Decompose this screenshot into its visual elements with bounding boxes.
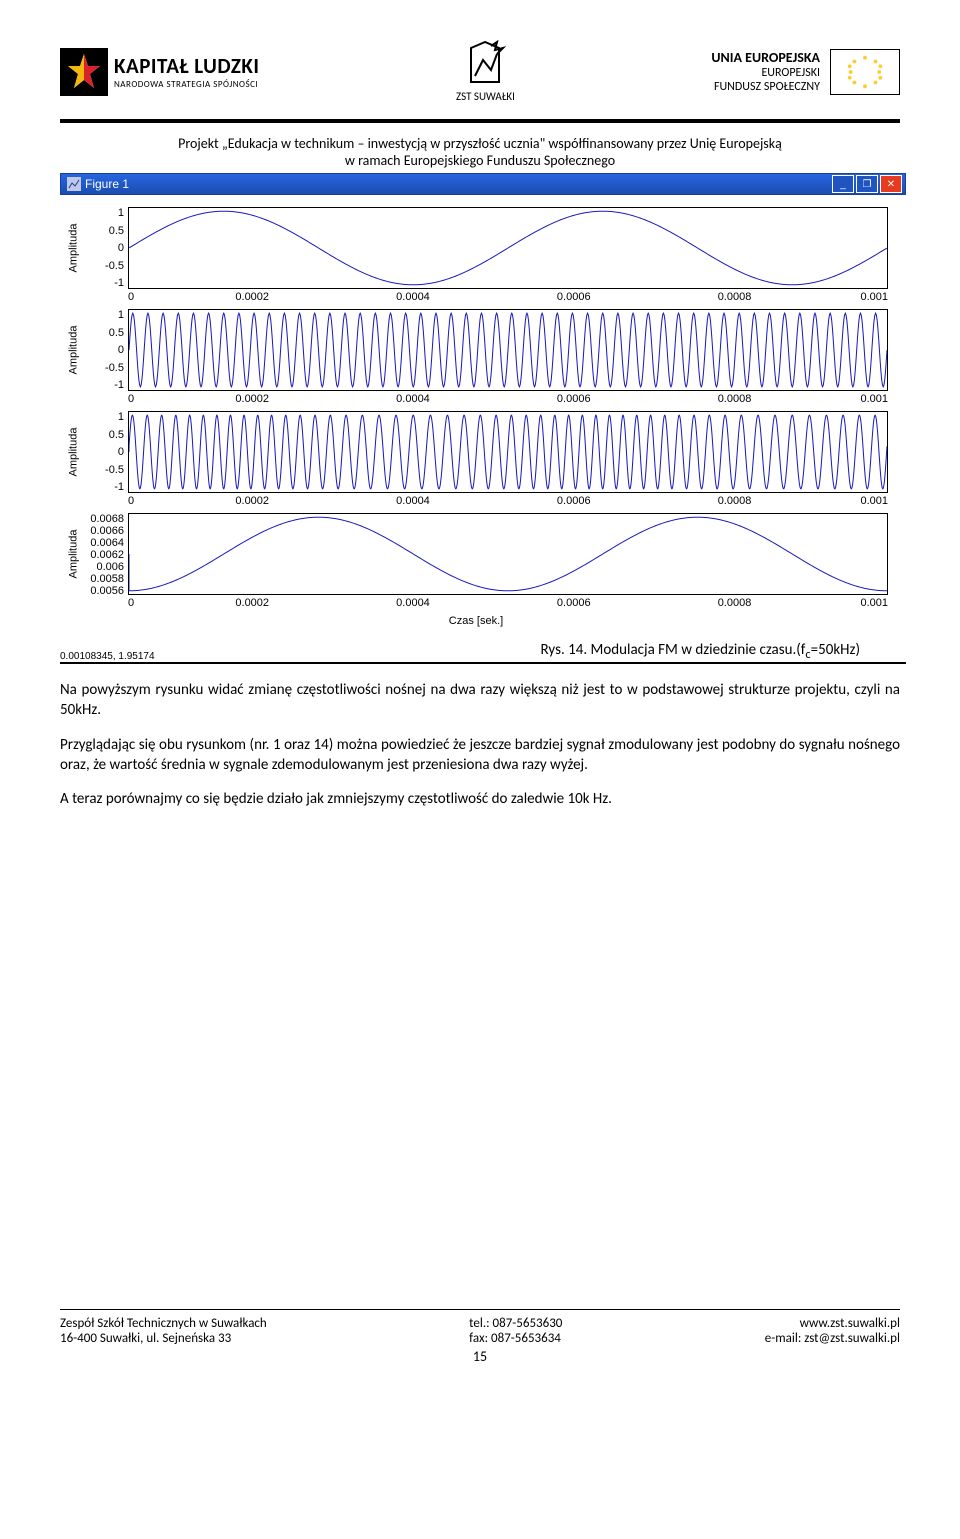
close-button[interactable]: ✕	[880, 175, 902, 193]
ylabel-2: Amplituda	[67, 326, 79, 375]
footer-addr2: 16-400 Suwałki, ul. Sejneńska 33	[60, 1331, 267, 1346]
eu-title: UNIA EUROPEJSKA	[711, 49, 820, 66]
chart-2	[128, 309, 888, 391]
header-hr-thick	[60, 119, 900, 123]
eu-sub2: FUNDUSZ SPOŁECZNY	[711, 80, 820, 94]
window-title: Figure 1	[85, 177, 129, 191]
matlab-figure-window: Figure 1 _ ❐ ✕ Amplituda 1 0.5 0 -0.5 -1…	[60, 173, 906, 635]
footer-www: www.zst.suwalki.pl	[765, 1316, 900, 1331]
footer: Zespół Szkół Technicznych w Suwałkach 16…	[60, 1316, 900, 1346]
figure-caption: Rys. 14. Modulacja FM w dziedzinie czasu…	[541, 641, 860, 662]
chart-1	[128, 207, 888, 289]
logo-zst: ZST SUWAŁKI	[456, 40, 515, 103]
plot-area: Amplituda 1 0.5 0 -0.5 -1 00.00020.00040…	[60, 195, 906, 635]
yaxis-3: 1 0.5 0 -0.5 -1	[82, 411, 128, 493]
footer-fax: fax: 087-5653634	[469, 1331, 561, 1346]
yaxis-1: 1 0.5 0 -0.5 -1	[82, 207, 128, 289]
project-title: Projekt „Edukacja w technikum – inwestyc…	[60, 135, 900, 169]
subplot-4: Amplituda 0.0068 0.0066 0.0064 0.0062 0.…	[64, 513, 888, 595]
header-logos: KAPITAŁ LUDZKI NARODOWA STRATEGIA SPÓJNO…	[60, 40, 900, 103]
xticks-1: 00.00020.00040.00060.00080.001	[128, 291, 888, 303]
xticks-3: 00.00020.00040.00060.00080.001	[128, 495, 888, 507]
caption-underline	[60, 662, 906, 664]
app-icon	[67, 177, 81, 191]
eu-sub1: EUROPEJSKI	[711, 66, 820, 80]
titlebar: Figure 1 _ ❐ ✕	[60, 173, 906, 195]
chart-3	[128, 411, 888, 493]
page-number: 15	[60, 1348, 900, 1365]
chart-4	[128, 513, 888, 595]
yaxis-4: 0.0068 0.0066 0.0064 0.0062 0.006 0.0058…	[82, 513, 128, 595]
logo-kapital-ludzki: KAPITAŁ LUDZKI NARODOWA STRATEGIA SPÓJNO…	[60, 48, 259, 96]
footer-addr1: Zespół Szkół Technicznych w Suwałkach	[60, 1316, 267, 1331]
zst-label: ZST SUWAŁKI	[456, 90, 515, 103]
yaxis-2: 1 0.5 0 -0.5 -1	[82, 309, 128, 391]
zst-icon	[463, 40, 507, 88]
ylabel-4: Amplituda	[67, 530, 79, 579]
ylabel-3: Amplituda	[67, 428, 79, 477]
footer-hr	[60, 1309, 900, 1310]
subplot-1: Amplituda 1 0.5 0 -0.5 -1	[64, 207, 888, 289]
subplot-3: Amplituda 1 0.5 0 -0.5 -1	[64, 411, 888, 493]
footer-tel: tel.: 087-5653630	[469, 1316, 562, 1331]
kl-title: KAPITAŁ LUDZKI	[114, 53, 259, 79]
logo-eu: UNIA EUROPEJSKA EUROPEJSKI FUNDUSZ SPOŁE…	[711, 49, 900, 95]
body-text: Na powyższym rysunku widać zmianę często…	[60, 680, 900, 809]
minimize-button[interactable]: _	[832, 175, 854, 193]
xticks-4: 00.00020.00040.00060.00080.001	[128, 597, 888, 609]
statusbar-text: 0.00108345, 1.95174	[60, 651, 155, 662]
xlabel: Czas [sek.]	[64, 615, 888, 627]
xticks-2: 00.00020.00040.00060.00080.001	[128, 393, 888, 405]
ylabel-1: Amplituda	[67, 224, 79, 273]
footer-email: e-mail: zst@zst.suwalki.pl	[765, 1331, 900, 1346]
maximize-button[interactable]: ❐	[856, 175, 878, 193]
kl-star-icon	[60, 48, 108, 96]
subplot-2: Amplituda 1 0.5 0 -0.5 -1	[64, 309, 888, 391]
eu-flag-icon	[830, 49, 900, 95]
kl-sub: NARODOWA STRATEGIA SPÓJNOŚCI	[114, 79, 259, 90]
